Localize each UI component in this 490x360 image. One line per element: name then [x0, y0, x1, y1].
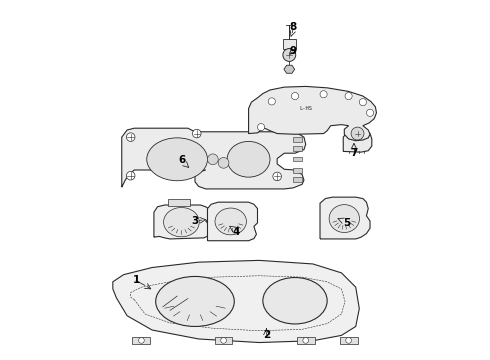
- Circle shape: [207, 154, 218, 165]
- Circle shape: [351, 127, 364, 140]
- Ellipse shape: [227, 141, 270, 177]
- Text: 6: 6: [179, 156, 186, 165]
- Bar: [293, 168, 302, 173]
- Circle shape: [359, 99, 367, 106]
- Circle shape: [292, 93, 298, 100]
- Text: 4: 4: [232, 227, 240, 237]
- Text: 7: 7: [350, 148, 358, 158]
- PathPatch shape: [207, 202, 258, 241]
- Bar: [293, 177, 302, 182]
- Circle shape: [258, 123, 265, 131]
- Ellipse shape: [215, 208, 246, 235]
- Circle shape: [273, 172, 281, 181]
- Circle shape: [126, 133, 135, 141]
- Ellipse shape: [147, 138, 207, 181]
- Bar: [215, 337, 232, 343]
- PathPatch shape: [122, 128, 306, 189]
- Text: 3: 3: [192, 216, 198, 226]
- Ellipse shape: [164, 207, 199, 237]
- Circle shape: [283, 49, 296, 62]
- Circle shape: [367, 109, 373, 116]
- PathPatch shape: [154, 205, 211, 239]
- Text: 1: 1: [132, 275, 140, 285]
- Bar: [293, 157, 302, 161]
- Circle shape: [139, 338, 144, 343]
- Circle shape: [345, 93, 352, 100]
- Bar: [340, 337, 358, 343]
- Bar: [293, 137, 302, 142]
- PathPatch shape: [113, 260, 359, 342]
- Text: 9: 9: [290, 46, 297, 56]
- Text: 2: 2: [263, 330, 270, 341]
- Bar: [283, 39, 296, 49]
- Circle shape: [268, 98, 275, 105]
- Bar: [297, 337, 315, 343]
- Text: 5: 5: [343, 218, 350, 228]
- Text: 8: 8: [290, 22, 297, 32]
- Ellipse shape: [156, 276, 234, 327]
- PathPatch shape: [320, 197, 370, 239]
- Circle shape: [220, 338, 226, 343]
- Ellipse shape: [329, 204, 360, 233]
- Circle shape: [346, 338, 351, 343]
- Circle shape: [320, 91, 327, 98]
- Circle shape: [193, 129, 201, 138]
- Bar: [168, 199, 190, 206]
- Circle shape: [218, 157, 229, 168]
- PathPatch shape: [343, 131, 372, 152]
- PathPatch shape: [248, 86, 376, 141]
- Bar: [132, 337, 150, 343]
- Circle shape: [303, 338, 309, 343]
- Bar: [293, 146, 302, 151]
- Circle shape: [126, 171, 135, 180]
- Ellipse shape: [263, 278, 327, 324]
- Text: L-HS: L-HS: [299, 106, 312, 111]
- PathPatch shape: [284, 65, 294, 73]
